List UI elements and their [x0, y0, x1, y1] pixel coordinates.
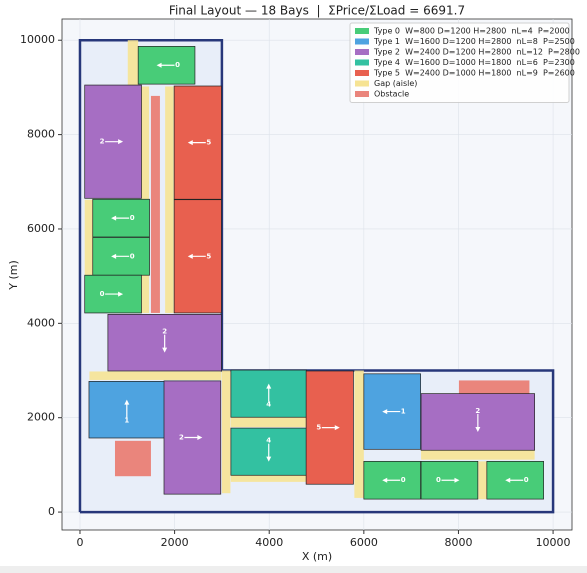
bay-arrowhead	[111, 215, 117, 221]
legend-swatch	[355, 80, 369, 87]
bay-label: 2	[100, 138, 105, 146]
bay-label: 4	[266, 401, 271, 409]
bay-arrowhead	[454, 477, 460, 483]
gap	[84, 199, 93, 313]
bay-label: 0	[401, 476, 406, 484]
bay	[230, 427, 307, 476]
gap	[421, 450, 535, 460]
legend-label: Type 2 W=2400 D=1200 H=2800 nL=12 P=2800	[373, 48, 580, 57]
bay-arrowhead	[505, 477, 511, 483]
obstacle	[114, 440, 151, 477]
bay-arrowhead	[187, 253, 193, 259]
legend-swatch	[355, 38, 369, 45]
legend-label: Obstacle	[374, 90, 409, 99]
bay-arrowhead	[382, 409, 388, 415]
bay-label: 0	[130, 214, 135, 222]
bay-label: 5	[206, 139, 211, 147]
legend-swatch	[355, 28, 369, 34]
x-tick-label: 6000	[350, 536, 378, 549]
plot-layer: 0 2 5 5 0 0 0 2 1 2 4 4 5 1 2 0 0 0	[78, 38, 555, 514]
bay-arrowhead	[118, 139, 124, 145]
y-tick-label: 10000	[20, 33, 55, 46]
bay-arrowhead	[197, 435, 203, 441]
x-tick-label: 0	[76, 536, 83, 549]
bay-label: 1	[124, 417, 129, 425]
x-tick-label: 4000	[255, 536, 283, 549]
legend-label: Type 4 W=1600 D=1000 H=1800 nL=6 P=2300	[373, 58, 575, 67]
y-tick-label: 8000	[27, 128, 55, 141]
obstacle	[150, 95, 160, 313]
bay-arrowhead	[156, 62, 162, 68]
gap	[230, 417, 307, 428]
bay-label: 0	[524, 476, 529, 484]
y-axis-label: Y (m)	[7, 260, 20, 291]
legend-label: Gap (aisle)	[374, 79, 417, 88]
bay-label: 0	[436, 476, 441, 484]
bay-label: 5	[206, 252, 211, 260]
gap	[221, 370, 231, 494]
bay-arrowhead	[162, 347, 168, 353]
x-axis-label: X (m)	[302, 550, 332, 563]
bay-label: 2	[179, 434, 184, 442]
legend-swatch	[355, 70, 369, 76]
legend-label: Type 1 W=1600 D=1200 H=2800 nL=8 P=2500	[373, 37, 575, 46]
bay-arrowhead	[266, 456, 272, 462]
bay-label: 4	[266, 437, 271, 445]
legend: Type 0 W=800 D=1200 H=2800 nL=4 P=2000Ty…	[349, 22, 580, 103]
obstacle	[458, 380, 530, 395]
y-tick-label: 2000	[27, 411, 55, 424]
legend-swatch	[355, 91, 369, 97]
bay-arrowhead	[124, 399, 130, 405]
bay-label: 0	[130, 252, 135, 260]
bay-label: 5	[316, 424, 321, 432]
legend-label: Type 5 W=2400 D=1000 H=1800 nL=9 P=2600	[373, 69, 575, 78]
bay	[137, 46, 196, 85]
legend-swatch	[355, 49, 369, 55]
legend-swatch	[355, 59, 369, 66]
footer-strip	[0, 566, 587, 573]
bay-arrowhead	[111, 253, 117, 259]
bay-arrowhead	[187, 140, 193, 146]
bay-arrowhead	[334, 425, 340, 431]
bay-label: 0	[100, 290, 105, 298]
bay-arrowhead	[382, 477, 388, 483]
bay	[163, 380, 222, 495]
gap	[127, 40, 139, 87]
bay-label: 2	[475, 407, 480, 415]
bay-label: 0	[175, 61, 180, 69]
gap	[478, 461, 487, 500]
bay-label: 1	[401, 408, 406, 416]
bay-arrowhead	[118, 291, 124, 297]
x-tick-label: 8000	[444, 536, 472, 549]
bay-arrowhead	[266, 383, 272, 389]
gap	[230, 475, 307, 482]
x-tick-label: 10000	[536, 536, 571, 549]
bay-arrowhead	[475, 426, 481, 432]
x-tick-label: 2000	[161, 536, 189, 549]
y-tick-label: 0	[48, 505, 55, 518]
gap	[89, 371, 222, 380]
bay-label: 2	[162, 328, 167, 336]
legend-box	[349, 22, 570, 103]
gap	[165, 86, 174, 313]
y-tick-label: 6000	[27, 222, 55, 235]
gap	[354, 370, 364, 498]
chart-title: Final Layout — 18 Bays | ΣPrice/ΣLoad = …	[169, 4, 465, 18]
legend-label: Type 0 W=800 D=1200 H=2800 nL=4 P=2000	[373, 27, 570, 36]
y-tick-label: 4000	[27, 316, 55, 329]
